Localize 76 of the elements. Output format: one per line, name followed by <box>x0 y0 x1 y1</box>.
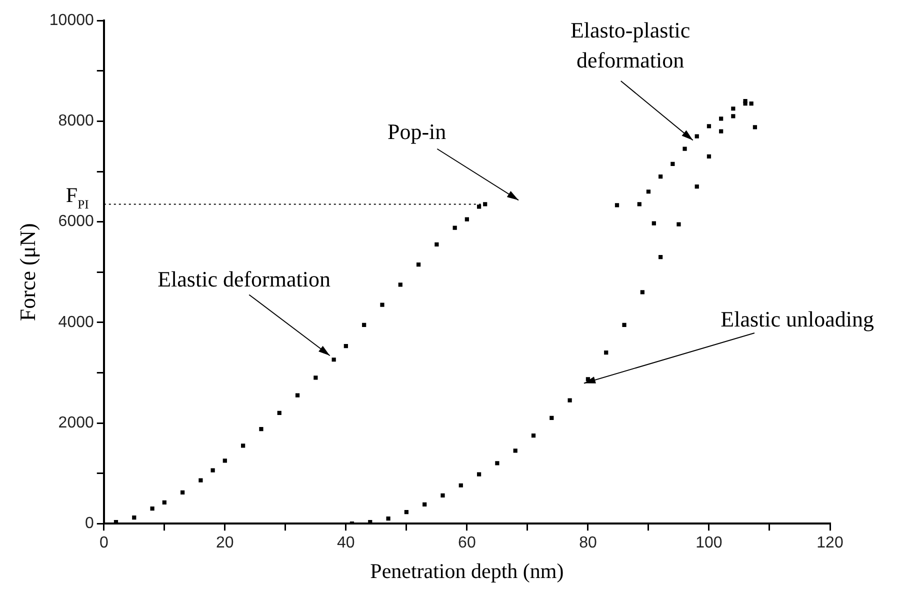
point <box>162 500 166 505</box>
point <box>314 376 318 380</box>
point <box>180 490 185 494</box>
x-tick-label: 80 <box>579 534 597 552</box>
point <box>495 461 500 466</box>
point <box>222 458 227 463</box>
point <box>719 116 724 121</box>
point <box>646 190 651 194</box>
annotation: Elastic unloading <box>720 306 874 332</box>
y-tick-label: 8000 <box>58 112 94 130</box>
point <box>658 254 663 260</box>
x-tick-label: 20 <box>216 534 234 552</box>
point <box>404 510 408 514</box>
annotation: Elastic deformation <box>158 266 330 292</box>
point <box>749 102 754 106</box>
point <box>568 398 572 402</box>
point <box>277 410 282 415</box>
point <box>513 448 518 453</box>
point <box>604 350 608 355</box>
point <box>210 468 215 472</box>
point <box>640 290 644 294</box>
point <box>476 472 482 476</box>
point <box>295 393 300 398</box>
point <box>658 174 663 179</box>
point <box>483 202 488 206</box>
y-tick-label: 2000 <box>58 414 94 432</box>
point <box>398 282 402 287</box>
y-axis-title: Force (μN) <box>14 223 40 322</box>
y-tick-label: 4000 <box>58 314 94 331</box>
point <box>637 202 642 206</box>
point <box>150 506 154 511</box>
point <box>386 516 390 521</box>
point <box>476 204 482 209</box>
x-axis-title: Penetration depth (nm) <box>370 558 564 583</box>
point <box>259 426 264 432</box>
point <box>731 114 736 118</box>
point <box>380 302 384 307</box>
x-tick-label: 60 <box>458 534 476 552</box>
point <box>434 242 439 246</box>
point <box>452 226 457 230</box>
point <box>362 322 366 327</box>
point <box>440 493 445 498</box>
point <box>743 102 748 106</box>
point <box>531 434 536 438</box>
x-tick-label: 0 <box>99 534 108 552</box>
point <box>652 221 656 226</box>
annotation: Elasto-plastic deformation <box>570 18 690 73</box>
point <box>622 322 626 327</box>
point <box>694 134 699 138</box>
point <box>241 444 246 448</box>
point <box>132 516 136 520</box>
point <box>550 416 554 420</box>
annotation: Pop-in <box>388 119 446 144</box>
point <box>344 344 348 348</box>
y-tick-label: 0 <box>84 515 94 532</box>
point <box>458 483 463 488</box>
y-tick-label: 6000 <box>58 213 94 230</box>
point <box>416 262 421 267</box>
x-tick-label: 120 <box>816 534 844 552</box>
point <box>706 154 712 158</box>
x-tick-label: 40 <box>337 534 355 552</box>
point <box>706 124 712 128</box>
point <box>464 217 469 222</box>
point <box>676 222 681 226</box>
y-tick-label: 10000 <box>49 12 94 30</box>
point <box>332 358 336 362</box>
point <box>719 129 724 134</box>
point <box>694 184 699 189</box>
x-tick-label: 100 <box>696 534 722 552</box>
point <box>614 203 620 208</box>
point <box>731 106 736 111</box>
point <box>670 162 675 166</box>
point <box>422 502 427 507</box>
point <box>682 146 687 151</box>
point <box>198 478 203 482</box>
point <box>752 125 758 130</box>
